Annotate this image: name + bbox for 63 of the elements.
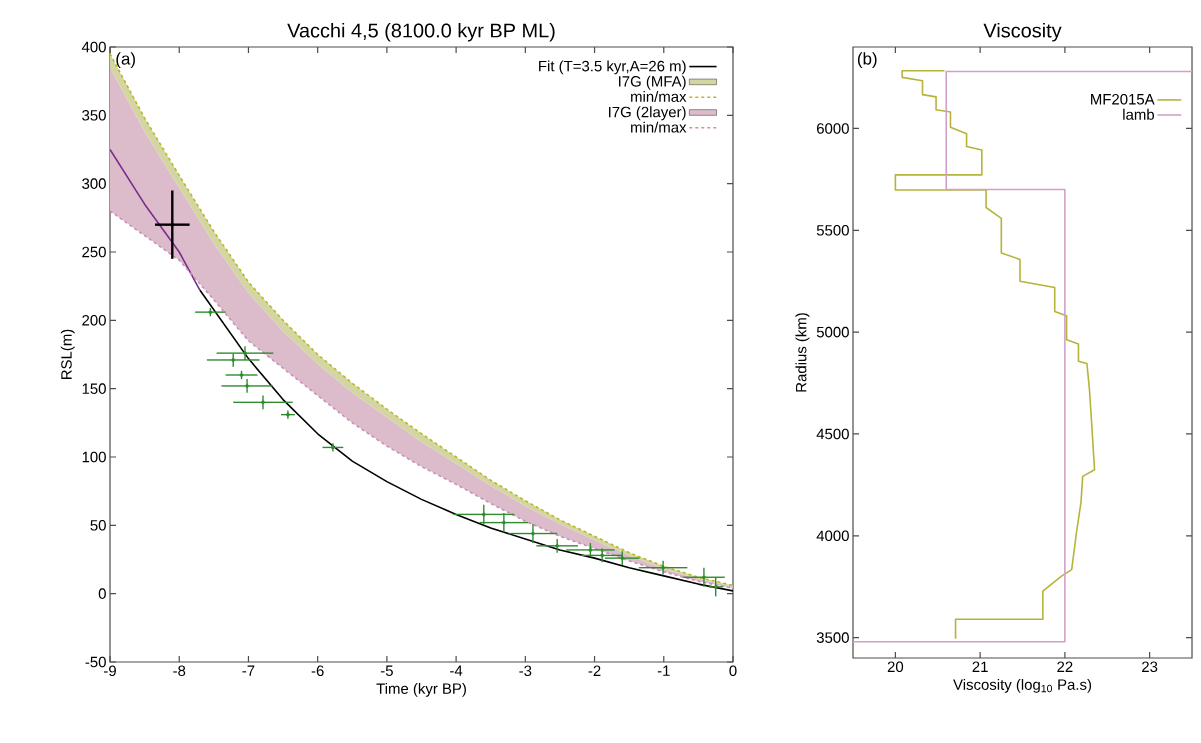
line-series [199, 289, 733, 592]
point [661, 565, 665, 570]
point [588, 548, 593, 552]
chart-title: Viscosity [983, 22, 1062, 42]
point [702, 575, 706, 580]
legend-label: min/max [631, 91, 687, 102]
y-tick-label: 4500 [816, 428, 849, 440]
point [482, 512, 486, 517]
point [170, 222, 175, 227]
chart-title: Vacchi 4,5 (8100.0 kyr BP ML) [287, 22, 555, 42]
point [243, 351, 247, 355]
x-axis-title: Time (kyr BP) [376, 682, 466, 697]
y-tick-label: 400 [81, 41, 106, 53]
point [531, 531, 535, 536]
x-tick-label: 23 [1142, 661, 1158, 673]
line-series [110, 148, 201, 292]
point [502, 520, 506, 525]
y-axis-title: Radius (km) [795, 313, 810, 392]
annotation: (a) [116, 52, 135, 69]
legend-label: MF2015A [1091, 93, 1155, 105]
x-axis-title: Viscosity (log$_{10}$ Pa.s) [953, 678, 1092, 693]
y-axis-title: RSL(m) [60, 329, 75, 380]
legend-label: min/max [631, 121, 687, 133]
y-tick-label: 250 [82, 246, 106, 258]
y-tick-label: -50 [85, 656, 106, 668]
y-tick-label: 5500 [816, 225, 849, 236]
x-tick-label: -5 [380, 665, 393, 676]
x-tick-label: -1 [657, 665, 670, 676]
point [245, 384, 249, 388]
point [713, 585, 718, 589]
legend-label: I7G (2layer) [609, 106, 686, 121]
y-tick-label: 200 [82, 315, 106, 326]
y-tick-label: 6000 [817, 123, 849, 134]
annotation: (b) [857, 52, 877, 69]
y-tick-label: 150 [82, 383, 106, 394]
y-tick-label: 5000 [816, 326, 849, 338]
x-tick-label: -4 [450, 665, 463, 676]
point [600, 553, 604, 558]
y-tick-label: 4000 [816, 530, 849, 542]
x-tick-label: 21 [972, 661, 988, 672]
y-tick-label: 3500 [816, 632, 849, 643]
y-tick-label: 300 [82, 178, 106, 189]
point [261, 400, 265, 405]
x-tick-label: 22 [1057, 661, 1073, 672]
y-tick-label: 100 [82, 451, 106, 463]
line-series [110, 210, 733, 589]
x-tick-label: -2 [588, 665, 601, 676]
x-tick-label: 20 [887, 661, 904, 673]
point [555, 544, 559, 548]
x-tick-label: -8 [173, 665, 186, 677]
legend-label: Fit (T=3.5 kyr,A=26 m) [539, 60, 686, 75]
point [231, 358, 236, 362]
x-tick-label: 0 [729, 665, 737, 677]
y-tick-label: 350 [82, 110, 106, 121]
x-tick-label: -6 [311, 665, 324, 677]
legend-label: I7G (MFA) [619, 75, 686, 90]
x-tick-label: -3 [519, 665, 532, 677]
y-tick-label: 50 [90, 520, 106, 531]
x-tick-label: -7 [242, 665, 255, 676]
x-tick-label: -9 [104, 665, 116, 677]
legend-label: lamb [1123, 108, 1155, 120]
y-tick-label: 0 [98, 588, 106, 599]
point [620, 556, 625, 560]
